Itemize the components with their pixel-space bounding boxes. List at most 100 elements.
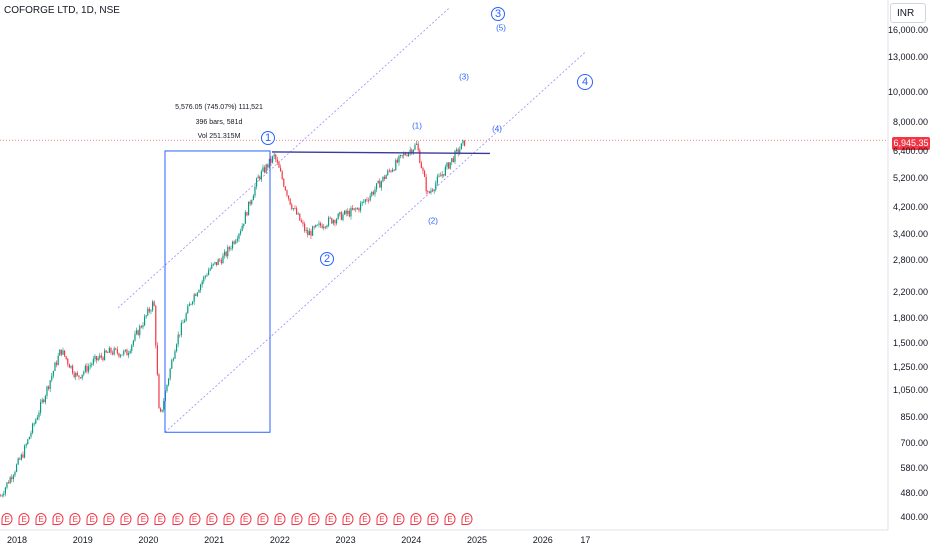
candle-body xyxy=(239,231,242,234)
candle-body xyxy=(35,419,37,424)
currency-button[interactable]: INR xyxy=(890,3,926,23)
candle-body xyxy=(46,386,48,396)
candle-body xyxy=(419,150,421,163)
candle-body xyxy=(155,306,157,346)
candle-body xyxy=(107,352,109,354)
candle-body xyxy=(11,477,13,480)
earnings-marker-icon[interactable]: E xyxy=(257,513,269,525)
candle-body xyxy=(281,171,283,179)
wave-label-circle-3[interactable]: 3 xyxy=(491,7,505,21)
earnings-marker-icon[interactable]: E xyxy=(342,513,354,525)
candle-body xyxy=(87,366,90,372)
candle-body xyxy=(63,350,66,357)
candle-body xyxy=(103,350,106,361)
candle-body xyxy=(295,208,298,215)
y-axis-label: 16,000.00 xyxy=(887,25,928,35)
candle-body xyxy=(403,153,405,156)
earnings-marker-icon[interactable]: E xyxy=(172,513,183,525)
wave-label-circle-4[interactable]: 4 xyxy=(577,74,593,90)
candle-body xyxy=(187,306,189,314)
candle-body xyxy=(76,372,78,376)
earnings-marker-icon[interactable]: E xyxy=(69,513,81,525)
candle-body xyxy=(167,378,170,385)
candle-body xyxy=(139,326,141,336)
candle-body xyxy=(367,200,370,202)
earnings-marker-icon[interactable]: E xyxy=(120,513,132,525)
earnings-marker-icon[interactable]: E xyxy=(308,513,320,525)
candle-body xyxy=(449,162,451,169)
candle-body xyxy=(180,322,182,335)
earnings-marker-icon[interactable]: E xyxy=(240,513,252,525)
candle-body xyxy=(219,259,221,261)
candle-body xyxy=(113,348,115,355)
earnings-marker-icon[interactable]: E xyxy=(359,513,371,525)
wave-label-minor-2[interactable]: (2) xyxy=(428,216,438,226)
candle-body xyxy=(420,162,422,169)
candle-body xyxy=(244,212,246,224)
candle-body xyxy=(283,178,285,187)
earnings-marker-icon[interactable]: E xyxy=(35,513,47,525)
candle-body xyxy=(316,224,318,226)
chart-title: COFORGE LTD, 1D, NSE xyxy=(4,5,120,16)
candle-body xyxy=(417,143,419,151)
candle-body xyxy=(247,201,250,216)
candle-body xyxy=(260,171,262,180)
candle-body xyxy=(319,223,322,226)
candle-body xyxy=(278,162,280,168)
earnings-marker-icon[interactable]: E xyxy=(393,513,405,525)
candle-body xyxy=(19,458,21,460)
wave-label-circle-2[interactable]: 2 xyxy=(320,252,334,266)
candle-body xyxy=(390,170,392,172)
earnings-marker-icon[interactable]: E xyxy=(410,513,422,525)
earnings-marker-icon[interactable]: E xyxy=(103,513,115,525)
earnings-marker-icon[interactable]: E xyxy=(223,513,235,525)
candle-body xyxy=(57,355,59,365)
candle-body xyxy=(423,170,426,177)
earnings-marker-icon[interactable]: E xyxy=(325,513,337,525)
candle-body xyxy=(147,308,149,316)
earnings-marker-icon[interactable]: E xyxy=(1,513,13,525)
earnings-marker-icon[interactable]: E xyxy=(427,513,439,525)
wave-label-minor-4[interactable]: (4) xyxy=(492,124,502,134)
earnings-marker-icon[interactable]: E xyxy=(18,513,30,525)
candle-body xyxy=(52,370,54,376)
candle-body xyxy=(284,186,286,191)
candle-body xyxy=(225,251,227,257)
earnings-marker-icon[interactable]: E xyxy=(444,513,456,525)
candle-body xyxy=(124,349,126,351)
wave-label-minor-3[interactable]: (3) xyxy=(459,72,469,82)
resistance-line xyxy=(271,151,491,155)
earnings-marker-icon[interactable]: E xyxy=(137,513,149,525)
candle-body xyxy=(132,340,134,345)
candle-body xyxy=(307,230,309,236)
candle-body xyxy=(441,174,443,177)
earnings-marker-icon[interactable]: E xyxy=(291,513,303,525)
candle-body xyxy=(385,175,387,180)
candle-body xyxy=(223,251,226,256)
wave-label-minor-5[interactable]: (5) xyxy=(496,23,506,33)
earnings-marker-icon[interactable]: E xyxy=(461,513,473,525)
earnings-marker-icon[interactable]: E xyxy=(189,513,201,525)
candle-body xyxy=(431,190,434,192)
candle-body xyxy=(171,360,173,369)
candle-body xyxy=(364,199,366,202)
earnings-marker-icon[interactable]: E xyxy=(154,513,166,525)
earnings-marker-icon[interactable]: E xyxy=(376,513,388,525)
earnings-marker-icon[interactable]: E xyxy=(274,513,286,525)
candle-body xyxy=(452,158,454,162)
candle-body xyxy=(191,301,194,304)
earnings-marker-icon[interactable]: E xyxy=(52,513,64,525)
earnings-marker-icon[interactable]: E xyxy=(86,513,98,525)
candle-body xyxy=(404,153,406,155)
candle-body xyxy=(302,222,304,224)
candle-body xyxy=(270,158,272,163)
candle-body xyxy=(78,375,80,378)
candle-body xyxy=(43,399,45,403)
candle-body xyxy=(433,189,435,191)
wave-label-minor-1[interactable]: (1) xyxy=(412,121,422,131)
candle-body xyxy=(351,208,354,210)
candle-body xyxy=(54,362,56,371)
wave-label-circle-1[interactable]: 1 xyxy=(261,131,275,145)
earnings-marker-icon[interactable]: E xyxy=(206,513,218,525)
